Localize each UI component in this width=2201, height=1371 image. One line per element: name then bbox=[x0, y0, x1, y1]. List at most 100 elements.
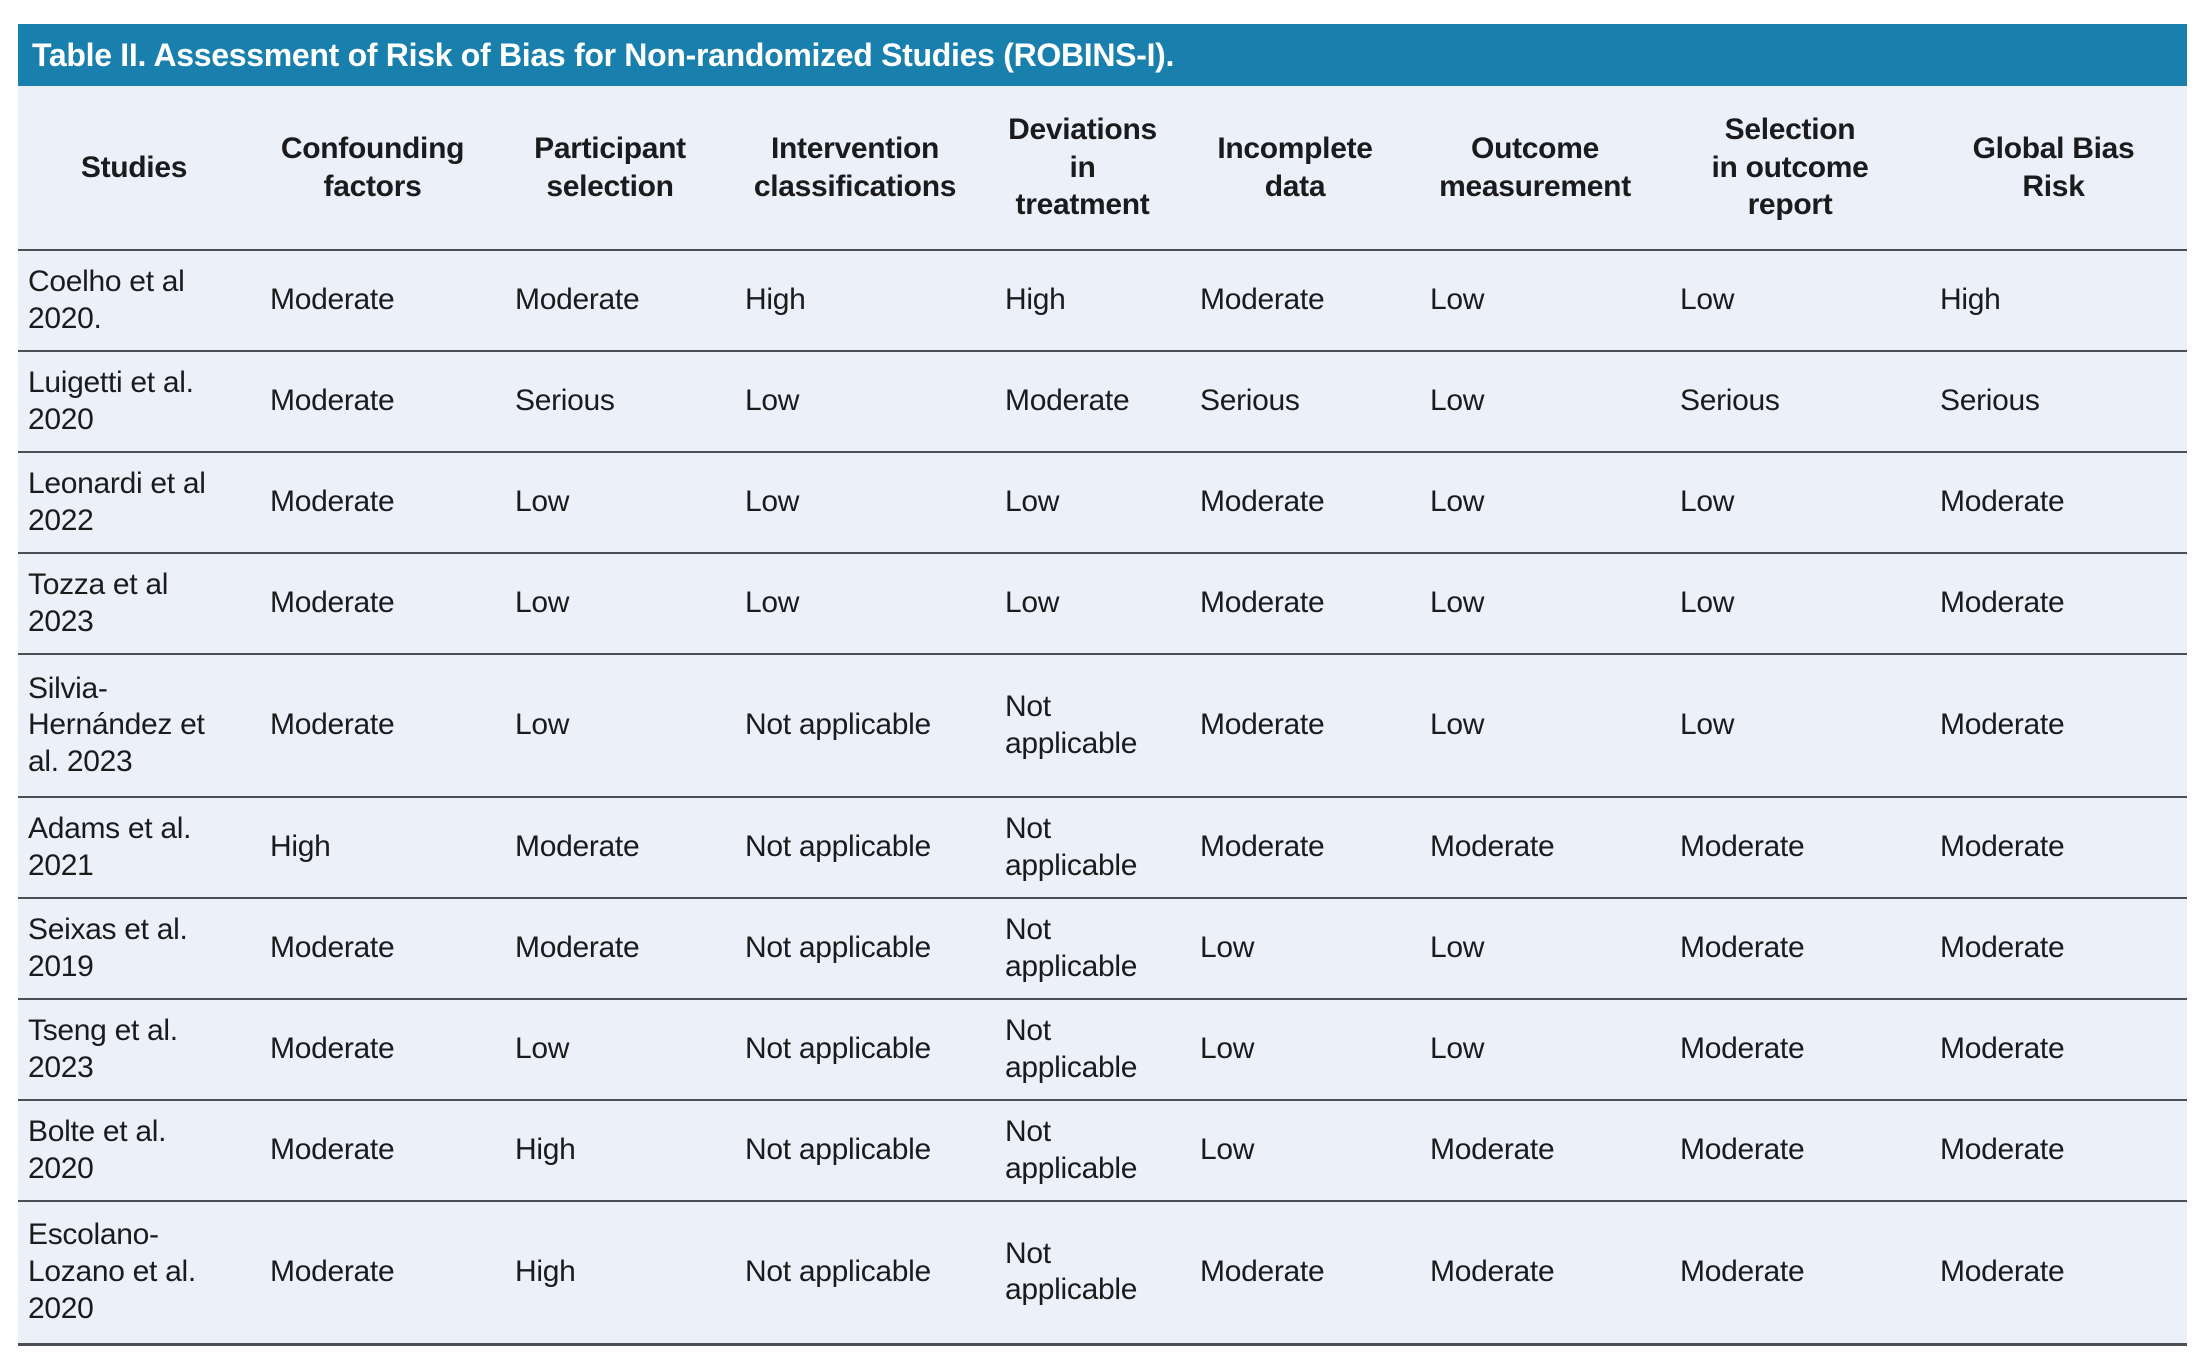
risk-cell: Moderate bbox=[1180, 250, 1410, 352]
risk-cell: Not applicable bbox=[725, 1201, 985, 1346]
risk-cell: Moderate bbox=[1410, 797, 1660, 899]
risk-cell: Moderate bbox=[1660, 797, 1920, 899]
risk-cell: Moderate bbox=[1920, 898, 2187, 1000]
risk-cell: Moderate bbox=[1920, 797, 2187, 899]
risk-cell: Low bbox=[1660, 452, 1920, 554]
risk-cell: High bbox=[985, 250, 1180, 352]
risk-cell: Serious bbox=[1660, 351, 1920, 453]
col-header-outcome-measurement: Outcome measurement bbox=[1410, 86, 1660, 251]
study-cell: Leonardi et al 2022 bbox=[18, 452, 250, 554]
risk-cell: Moderate bbox=[1920, 1201, 2187, 1346]
study-cell: Seixas et al. 2019 bbox=[18, 898, 250, 1000]
risk-cell: Low bbox=[725, 452, 985, 554]
table-row: Escolano- Lozano et al. 2020 Moderate High… bbox=[18, 1201, 2187, 1346]
table-title: Table II. Assessment of Risk of Bias for… bbox=[32, 36, 1175, 73]
risk-cell: Serious bbox=[495, 351, 725, 453]
risk-cell: Moderate bbox=[250, 351, 495, 453]
table-row: Luigetti et al. 2020 Moderate Serious Low Mo… bbox=[18, 351, 2187, 453]
header-row: Studies Confounding factors Participant … bbox=[18, 86, 2187, 251]
risk-cell: Moderate bbox=[1180, 553, 1410, 655]
risk-cell: Low bbox=[725, 351, 985, 453]
risk-cell: Moderate bbox=[1180, 452, 1410, 554]
risk-cell: Moderate bbox=[495, 797, 725, 899]
risk-cell: High bbox=[495, 1201, 725, 1346]
study-cell: Tozza et al 2023 bbox=[18, 553, 250, 655]
risk-cell: Not applicable bbox=[985, 1100, 1180, 1202]
risk-cell: Not applicable bbox=[985, 999, 1180, 1101]
study-cell: Bolte et al. 2020 bbox=[18, 1100, 250, 1202]
paper-table-figure: Table II. Assessment of Risk of Bias for… bbox=[18, 24, 2187, 1346]
risk-cell: Low bbox=[1180, 898, 1410, 1000]
risk-cell: Moderate bbox=[495, 250, 725, 352]
col-header-participant-selection: Participant selection bbox=[495, 86, 725, 251]
risk-cell: Moderate bbox=[1180, 654, 1410, 798]
risk-cell: High bbox=[495, 1100, 725, 1202]
table-row: Seixas et al. 2019 Moderate Moderate Not ap… bbox=[18, 898, 2187, 1000]
risk-cell: Low bbox=[1410, 250, 1660, 352]
risk-cell: Low bbox=[495, 452, 725, 554]
study-cell: Silvia- Hernández et al. 2023 bbox=[18, 654, 250, 798]
col-header-studies: Studies bbox=[18, 86, 250, 251]
risk-cell: Not applicable bbox=[725, 1100, 985, 1202]
risk-cell: Moderate bbox=[1180, 1201, 1410, 1346]
table-row: Adams et al. 2021 High Moderate Not applica… bbox=[18, 797, 2187, 899]
risk-cell: Low bbox=[1180, 999, 1410, 1101]
table-row: Bolte et al. 2020 Moderate High Not applica… bbox=[18, 1100, 2187, 1202]
risk-cell: Not applicable bbox=[985, 898, 1180, 1000]
col-header-confounding-factors: Confounding factors bbox=[250, 86, 495, 251]
risk-cell: Moderate bbox=[1410, 1201, 1660, 1346]
risk-cell: Moderate bbox=[250, 654, 495, 798]
risk-cell: Moderate bbox=[1920, 1100, 2187, 1202]
risk-cell: Moderate bbox=[1180, 797, 1410, 899]
risk-cell: Low bbox=[1660, 654, 1920, 798]
risk-cell: Moderate bbox=[1660, 999, 1920, 1101]
risk-cell: Moderate bbox=[250, 1201, 495, 1346]
risk-cell: Moderate bbox=[250, 999, 495, 1101]
risk-cell: Moderate bbox=[495, 898, 725, 1000]
risk-cell: Moderate bbox=[1920, 999, 2187, 1101]
risk-cell: Low bbox=[1410, 999, 1660, 1101]
risk-cell: Serious bbox=[1920, 351, 2187, 453]
risk-cell: Moderate bbox=[985, 351, 1180, 453]
risk-cell: Serious bbox=[1180, 351, 1410, 453]
risk-cell: Moderate bbox=[1660, 1100, 1920, 1202]
col-header-deviations-in-treatment: Deviations in treatment bbox=[985, 86, 1180, 251]
study-cell: Luigetti et al. 2020 bbox=[18, 351, 250, 453]
risk-cell: Low bbox=[495, 553, 725, 655]
table-row: Tseng et al. 2023 Moderate Low Not applicab… bbox=[18, 999, 2187, 1101]
risk-cell: Low bbox=[725, 553, 985, 655]
risk-cell: High bbox=[250, 797, 495, 899]
table-row: Tozza et al 2023 Moderate Low Low Low Moderat… bbox=[18, 553, 2187, 655]
risk-cell: Not applicable bbox=[725, 797, 985, 899]
col-header-selection-in-outcome-report: Selection in outcome report bbox=[1660, 86, 1920, 251]
risk-cell: Moderate bbox=[250, 1100, 495, 1202]
risk-cell: Not applicable bbox=[725, 654, 985, 798]
risk-cell: Moderate bbox=[250, 452, 495, 554]
risk-cell: Moderate bbox=[1920, 452, 2187, 554]
risk-cell: Moderate bbox=[1920, 553, 2187, 655]
risk-cell: Not applicable bbox=[985, 1201, 1180, 1346]
risk-cell: Low bbox=[1180, 1100, 1410, 1202]
col-header-global-bias-risk: Global Bias Risk bbox=[1920, 86, 2187, 251]
risk-cell: Low bbox=[985, 553, 1180, 655]
risk-cell: Low bbox=[1410, 654, 1660, 798]
study-cell: Adams et al. 2021 bbox=[18, 797, 250, 899]
risk-cell: Moderate bbox=[250, 898, 495, 1000]
risk-cell: Moderate bbox=[1920, 654, 2187, 798]
risk-cell: Low bbox=[495, 654, 725, 798]
risk-cell: Not applicable bbox=[985, 797, 1180, 899]
study-cell: Escolano- Lozano et al. 2020 bbox=[18, 1201, 250, 1346]
table-title-bar: Table II. Assessment of Risk of Bias for… bbox=[18, 24, 2187, 86]
study-cell: Tseng et al. 2023 bbox=[18, 999, 250, 1101]
table-row: Leonardi et al 2022 Moderate Low Low Low Mode… bbox=[18, 452, 2187, 554]
risk-cell: Low bbox=[1410, 553, 1660, 655]
risk-cell: Moderate bbox=[250, 553, 495, 655]
risk-cell: Moderate bbox=[250, 250, 495, 352]
risk-cell: Low bbox=[495, 999, 725, 1101]
risk-cell: Moderate bbox=[1660, 898, 1920, 1000]
table-row: Coelho et al 2020. Moderate Moderate High Hi… bbox=[18, 250, 2187, 352]
table-row: Silvia- Hernández et al. 2023 Moderate Low… bbox=[18, 654, 2187, 798]
risk-cell: High bbox=[725, 250, 985, 352]
risk-cell: Moderate bbox=[1410, 1100, 1660, 1202]
col-header-intervention-classifications: Intervention classifications bbox=[725, 86, 985, 251]
